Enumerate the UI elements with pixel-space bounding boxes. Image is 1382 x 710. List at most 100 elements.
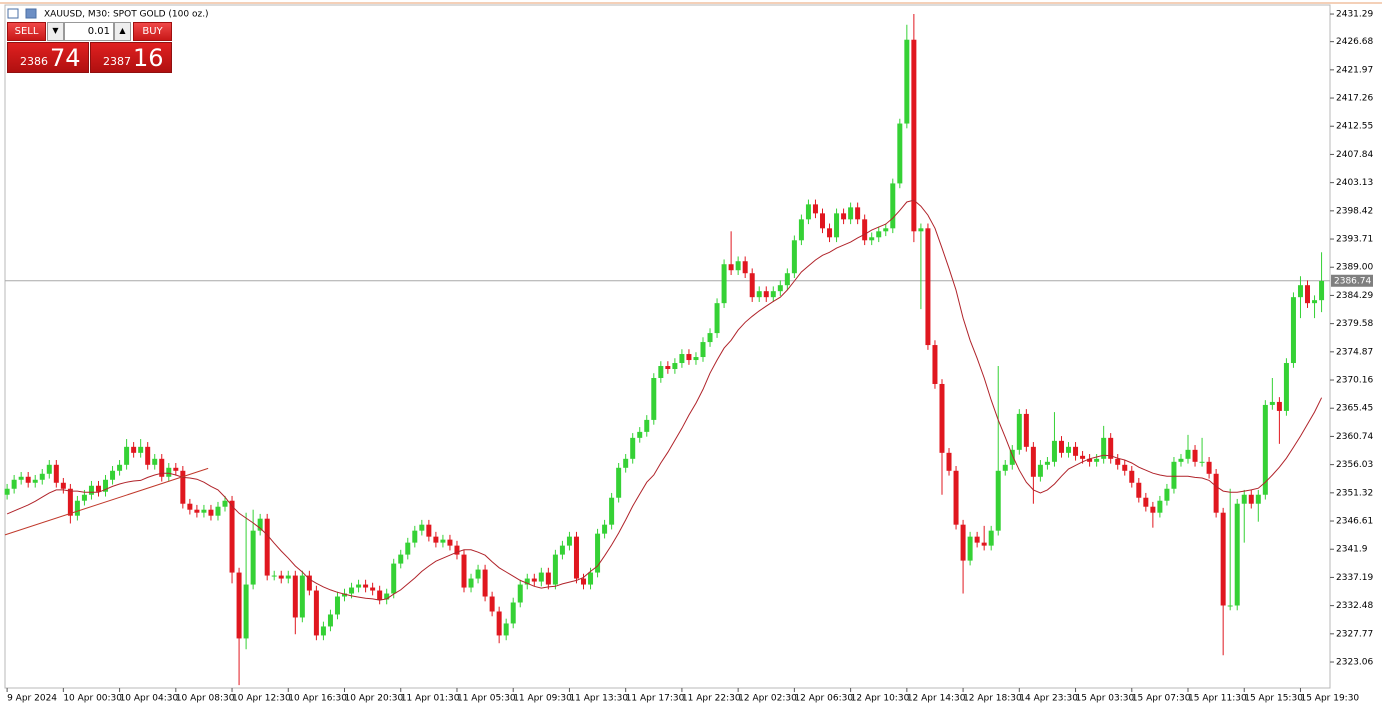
candle-body — [939, 383, 945, 453]
lot-input[interactable]: 0.01 — [64, 22, 114, 41]
candle-body — [124, 446, 130, 465]
y-tick-label: 2389.00 — [1336, 263, 1373, 273]
sell-button[interactable]: SELL — [7, 22, 46, 41]
lot-up[interactable]: ▲ — [114, 22, 131, 41]
candle-body — [187, 503, 193, 510]
candle-body — [651, 377, 657, 420]
y-tick-label: 2356.03 — [1336, 460, 1373, 470]
candle-body — [623, 458, 629, 468]
candle-body — [32, 479, 38, 483]
candle-body — [11, 479, 17, 489]
candle-body — [714, 303, 720, 334]
candle-body — [1283, 363, 1289, 411]
candle-body — [110, 470, 116, 480]
candle-body — [637, 431, 643, 438]
candle-body — [39, 473, 45, 480]
candle-body — [454, 545, 460, 555]
candle-body — [25, 476, 31, 483]
candle-body — [1030, 446, 1036, 477]
y-tick-label: 2384.29 — [1336, 291, 1373, 301]
x-tick-label: 10 Apr 04:30 — [120, 694, 179, 704]
candle-body — [342, 593, 348, 597]
candle-body — [791, 240, 797, 274]
candle-body — [693, 357, 699, 361]
x-tick-label: 15 Apr 07:30 — [1132, 694, 1191, 704]
plot-layer: 2431.29 2426.68 2421.97 2417.26 2412.55 2407.… — [4, 10, 1373, 704]
candle-body — [988, 530, 994, 546]
candle-body — [4, 488, 10, 495]
candle-body — [890, 183, 896, 229]
candle-body — [180, 470, 186, 504]
x-tick-label: 12 Apr 02:30 — [738, 694, 797, 704]
candle-body — [306, 575, 312, 591]
candle-body — [595, 533, 601, 573]
candle-body — [327, 614, 333, 627]
candle-body — [1143, 497, 1149, 507]
candle-body — [1269, 401, 1275, 405]
candle-body — [299, 575, 305, 618]
candle-body — [1297, 285, 1303, 298]
candle-body — [117, 464, 123, 471]
candle-body — [166, 467, 172, 477]
candle-body — [538, 572, 544, 582]
buy-button[interactable]: BUY — [133, 22, 172, 41]
candle-body — [573, 536, 579, 579]
candle-body — [517, 584, 523, 603]
candle-body — [770, 291, 776, 298]
candle-body — [88, 485, 94, 495]
candle-body — [363, 584, 369, 588]
candle-body — [377, 590, 383, 600]
candle-body — [46, 464, 52, 474]
candle-body — [1199, 461, 1205, 463]
candle-body — [1101, 437, 1107, 459]
candle-body — [81, 494, 87, 501]
x-tick-label: 11 Apr 13:30 — [569, 694, 628, 704]
candle-body — [152, 458, 158, 465]
candle-body — [433, 536, 439, 543]
y-tick-label: 2370.16 — [1336, 376, 1373, 386]
symbol-icon — [25, 8, 37, 19]
candle-body — [1276, 401, 1282, 411]
x-tick-label: 11 Apr 09:30 — [513, 694, 572, 704]
candle-body — [953, 470, 959, 525]
candle-body — [384, 593, 390, 600]
candle-body — [398, 554, 404, 564]
candle-body — [995, 470, 1001, 531]
x-tick-label: 10 Apr 00:30 — [63, 694, 122, 704]
candle-body — [271, 575, 277, 577]
candle-body — [496, 611, 502, 636]
candle-body — [95, 485, 101, 492]
buy-price[interactable]: 2387 16 — [90, 42, 172, 73]
candle-body — [313, 590, 319, 636]
sell-price[interactable]: 2386 74 — [7, 42, 89, 73]
candle-body — [243, 584, 249, 639]
lot-down[interactable]: ▼ — [47, 22, 64, 41]
candle-body — [1178, 458, 1184, 462]
candle-body — [503, 623, 509, 636]
y-tick-label: 2421.97 — [1336, 65, 1373, 75]
candle-body — [827, 228, 833, 238]
candle-body — [812, 204, 818, 214]
candle-body — [1185, 449, 1191, 459]
candle-body — [103, 479, 109, 492]
candle-body — [658, 366, 664, 378]
y-tick-label: 2379.58 — [1336, 319, 1373, 329]
candle-body — [250, 530, 256, 585]
candle-body — [370, 587, 376, 591]
candle-body — [1248, 494, 1254, 504]
candle-body — [841, 213, 847, 220]
candle-body — [292, 575, 298, 618]
candle-body — [475, 569, 481, 579]
candle-body — [630, 437, 636, 459]
x-tick-label: 11 Apr 17:30 — [626, 694, 685, 704]
candle-body — [1171, 461, 1177, 489]
y-tick-label: 2417.26 — [1336, 94, 1373, 104]
x-tick-label: 9 Apr 2024 — [7, 694, 57, 704]
candle-body — [967, 536, 973, 561]
candle-body — [721, 264, 727, 304]
candle-body — [138, 446, 144, 453]
candle-body — [510, 602, 516, 624]
candle-body — [869, 237, 875, 241]
candle-body — [862, 219, 868, 241]
buy-price-main: 2387 — [103, 55, 131, 68]
